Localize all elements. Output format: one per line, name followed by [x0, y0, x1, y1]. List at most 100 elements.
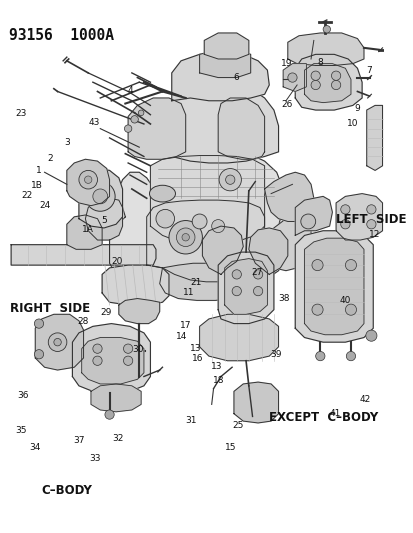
Circle shape: [331, 71, 340, 80]
Text: 3: 3: [64, 138, 70, 147]
Circle shape: [131, 116, 138, 123]
Polygon shape: [218, 252, 273, 324]
Text: 2: 2: [47, 154, 52, 163]
Circle shape: [331, 80, 340, 90]
Circle shape: [315, 351, 324, 361]
Circle shape: [84, 176, 92, 183]
Text: 27: 27: [250, 268, 262, 277]
Circle shape: [253, 286, 262, 296]
Text: 42: 42: [358, 394, 370, 403]
Circle shape: [366, 205, 375, 214]
Text: 40: 40: [339, 296, 350, 305]
Circle shape: [310, 80, 320, 90]
Polygon shape: [119, 298, 159, 324]
Polygon shape: [66, 159, 109, 206]
Text: 10: 10: [346, 119, 358, 128]
Text: 38: 38: [277, 294, 289, 303]
Circle shape: [124, 125, 131, 132]
Polygon shape: [171, 52, 268, 101]
Polygon shape: [150, 156, 264, 243]
Text: 14: 14: [176, 332, 187, 341]
Text: 34: 34: [29, 443, 40, 452]
Text: 11: 11: [182, 288, 194, 297]
Polygon shape: [224, 259, 267, 314]
Text: 7: 7: [365, 66, 371, 75]
Circle shape: [34, 319, 43, 328]
Text: 32: 32: [112, 434, 124, 443]
Circle shape: [211, 220, 224, 232]
Text: 17: 17: [180, 321, 191, 330]
Circle shape: [300, 214, 315, 229]
Circle shape: [366, 220, 375, 229]
Circle shape: [93, 189, 107, 204]
Text: EXCEPT  C–BODY: EXCEPT C–BODY: [268, 411, 377, 424]
Circle shape: [34, 350, 43, 359]
Text: 6: 6: [233, 73, 239, 82]
Polygon shape: [109, 150, 282, 286]
Circle shape: [138, 110, 144, 116]
Text: 39: 39: [270, 350, 281, 359]
Text: 9: 9: [354, 103, 359, 112]
Circle shape: [54, 338, 61, 346]
Polygon shape: [294, 231, 373, 342]
Text: 31: 31: [185, 416, 197, 425]
Circle shape: [169, 221, 202, 254]
Circle shape: [85, 182, 115, 211]
Text: 5: 5: [102, 216, 107, 225]
Circle shape: [48, 333, 66, 351]
Text: 36: 36: [17, 391, 29, 400]
Text: 1B: 1B: [31, 181, 43, 190]
Polygon shape: [159, 263, 245, 301]
Text: 43: 43: [88, 118, 100, 127]
Text: 15: 15: [224, 442, 236, 451]
Polygon shape: [102, 265, 169, 305]
Text: 33: 33: [89, 454, 101, 463]
Circle shape: [253, 270, 262, 279]
Circle shape: [311, 260, 322, 271]
Circle shape: [232, 286, 241, 296]
Text: 20: 20: [111, 257, 123, 266]
Text: 4: 4: [128, 86, 133, 95]
Polygon shape: [304, 238, 363, 335]
Circle shape: [182, 233, 189, 241]
Polygon shape: [35, 314, 83, 370]
Polygon shape: [66, 215, 102, 249]
Polygon shape: [91, 384, 141, 412]
Circle shape: [93, 356, 102, 366]
Text: 41: 41: [329, 409, 340, 418]
Polygon shape: [282, 63, 306, 92]
Circle shape: [340, 220, 349, 229]
Polygon shape: [287, 33, 363, 66]
Text: 25: 25: [231, 422, 243, 430]
Polygon shape: [11, 245, 156, 265]
Text: 1: 1: [36, 166, 41, 175]
Circle shape: [365, 330, 376, 341]
Ellipse shape: [149, 185, 175, 202]
Polygon shape: [202, 226, 243, 274]
Text: 37: 37: [73, 436, 84, 445]
Text: 19: 19: [280, 59, 292, 68]
Text: 29: 29: [100, 308, 111, 317]
Polygon shape: [264, 172, 313, 222]
Polygon shape: [304, 63, 350, 103]
Circle shape: [123, 344, 133, 353]
Polygon shape: [294, 196, 332, 236]
Text: LEFT  SIDE: LEFT SIDE: [335, 213, 406, 226]
Circle shape: [310, 71, 320, 80]
Circle shape: [232, 270, 241, 279]
Polygon shape: [72, 324, 150, 393]
Circle shape: [344, 304, 356, 315]
Circle shape: [340, 205, 349, 214]
Text: 28: 28: [77, 318, 88, 326]
Text: 30: 30: [132, 345, 144, 354]
Circle shape: [322, 26, 330, 33]
Circle shape: [156, 209, 174, 228]
Text: 13: 13: [190, 344, 201, 353]
Circle shape: [311, 304, 322, 315]
Text: 93156  1000A: 93156 1000A: [9, 28, 114, 43]
Text: 13: 13: [211, 362, 222, 371]
Text: 24: 24: [40, 200, 51, 209]
Circle shape: [79, 171, 97, 189]
Polygon shape: [81, 337, 144, 384]
Circle shape: [344, 260, 356, 271]
